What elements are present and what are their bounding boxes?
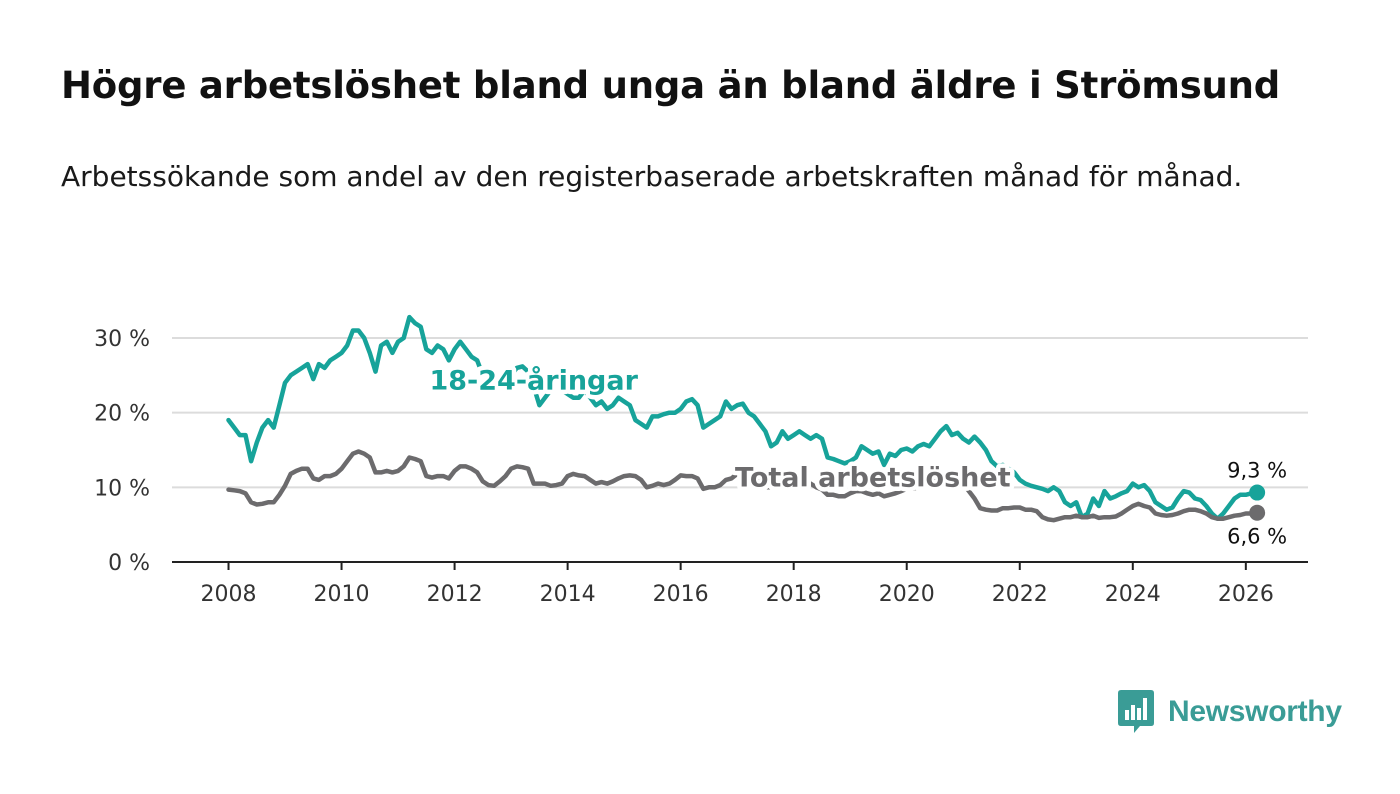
x-tick-label: 2016 <box>653 582 709 607</box>
x-tick-label: 2020 <box>879 582 935 607</box>
x-tick-label: 2008 <box>201 582 257 607</box>
series-end-marker <box>1249 504 1266 521</box>
y-tick-label: 20 % <box>94 402 150 427</box>
chart-title: Högre arbetslöshet bland unga än bland ä… <box>61 64 1281 107</box>
x-tick-label: 2022 <box>992 582 1048 607</box>
newsworthy-logo-icon <box>1118 690 1154 733</box>
brand-name: Newsworthy <box>1168 695 1342 728</box>
x-tick-label: 2024 <box>1105 582 1161 607</box>
x-tick-label: 2012 <box>427 582 483 607</box>
y-tick-label: 30 % <box>94 327 150 352</box>
series-end-label: 9,3 % <box>1227 459 1287 483</box>
y-tick-label: 10 % <box>94 476 150 501</box>
series-line-total <box>226 449 1260 523</box>
series-line-youth <box>226 314 1260 521</box>
x-tick-label: 2010 <box>314 582 370 607</box>
x-tick-label: 2018 <box>766 582 822 607</box>
x-tick-label: 2026 <box>1218 582 1274 607</box>
x-tick-label: 2014 <box>540 582 596 607</box>
chart-subtitle: Arbetssökande som andel av den registerb… <box>61 160 1243 193</box>
series-annotation: Total arbetslöshet <box>735 463 1011 494</box>
series-annotation: 18-24-åringar <box>429 365 638 397</box>
newsworthy-logo: Newsworthy <box>1118 690 1342 734</box>
series-end-marker <box>1249 484 1266 501</box>
series-end-label: 6,6 % <box>1227 525 1287 549</box>
y-tick-label: 0 % <box>108 551 150 576</box>
